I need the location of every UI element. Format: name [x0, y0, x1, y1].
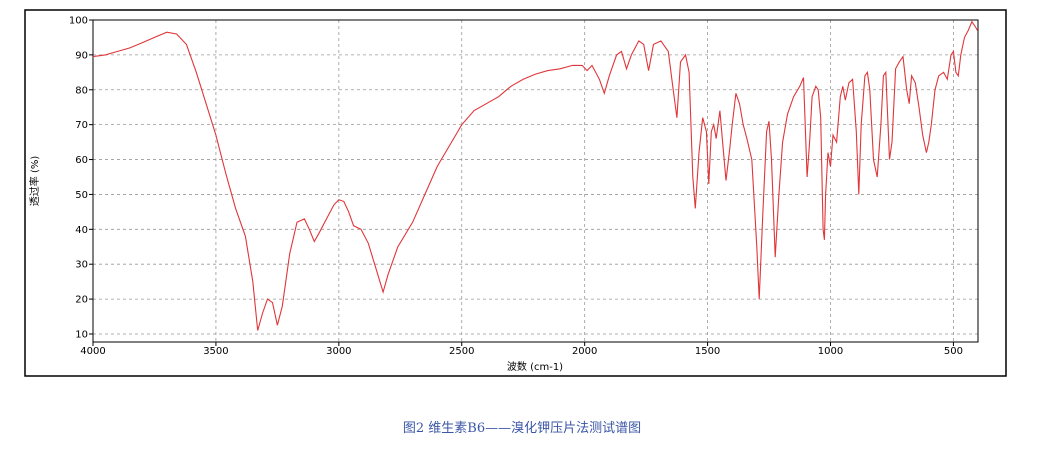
x-tick-label: 2500	[449, 346, 474, 357]
y-tick-label: 80	[75, 85, 88, 96]
x-tick-label: 500	[944, 346, 963, 357]
y-tick-label: 50	[75, 190, 88, 201]
y-tick-label: 60	[75, 155, 88, 166]
y-tick-label: 10	[75, 329, 88, 340]
x-tick-label: 3500	[203, 346, 228, 357]
spectrum-line	[92, 20, 978, 331]
plot-area	[92, 19, 979, 343]
y-tick-label: 30	[75, 260, 88, 271]
caption: 图2 维生素B6——溴化钾压片法测试谱图	[403, 421, 641, 436]
x-tick-label: 1500	[695, 346, 720, 357]
x-tick-label: 3000	[326, 346, 351, 357]
y-axis-label: 透过率 (%)	[28, 156, 41, 207]
y-tick-label: 20	[75, 295, 88, 306]
x-axis-label: 波数 (cm-1)	[507, 360, 563, 373]
y-tick-label: 90	[75, 50, 88, 61]
chart-frame	[24, 9, 1007, 377]
y-tick-label: 100	[69, 16, 88, 27]
y-tick-label: 70	[75, 120, 88, 131]
x-tick-label: 1000	[818, 346, 843, 357]
x-tick-label: 4000	[80, 346, 105, 357]
x-tick-label: 2000	[572, 346, 597, 357]
y-tick-label: 40	[75, 225, 88, 236]
